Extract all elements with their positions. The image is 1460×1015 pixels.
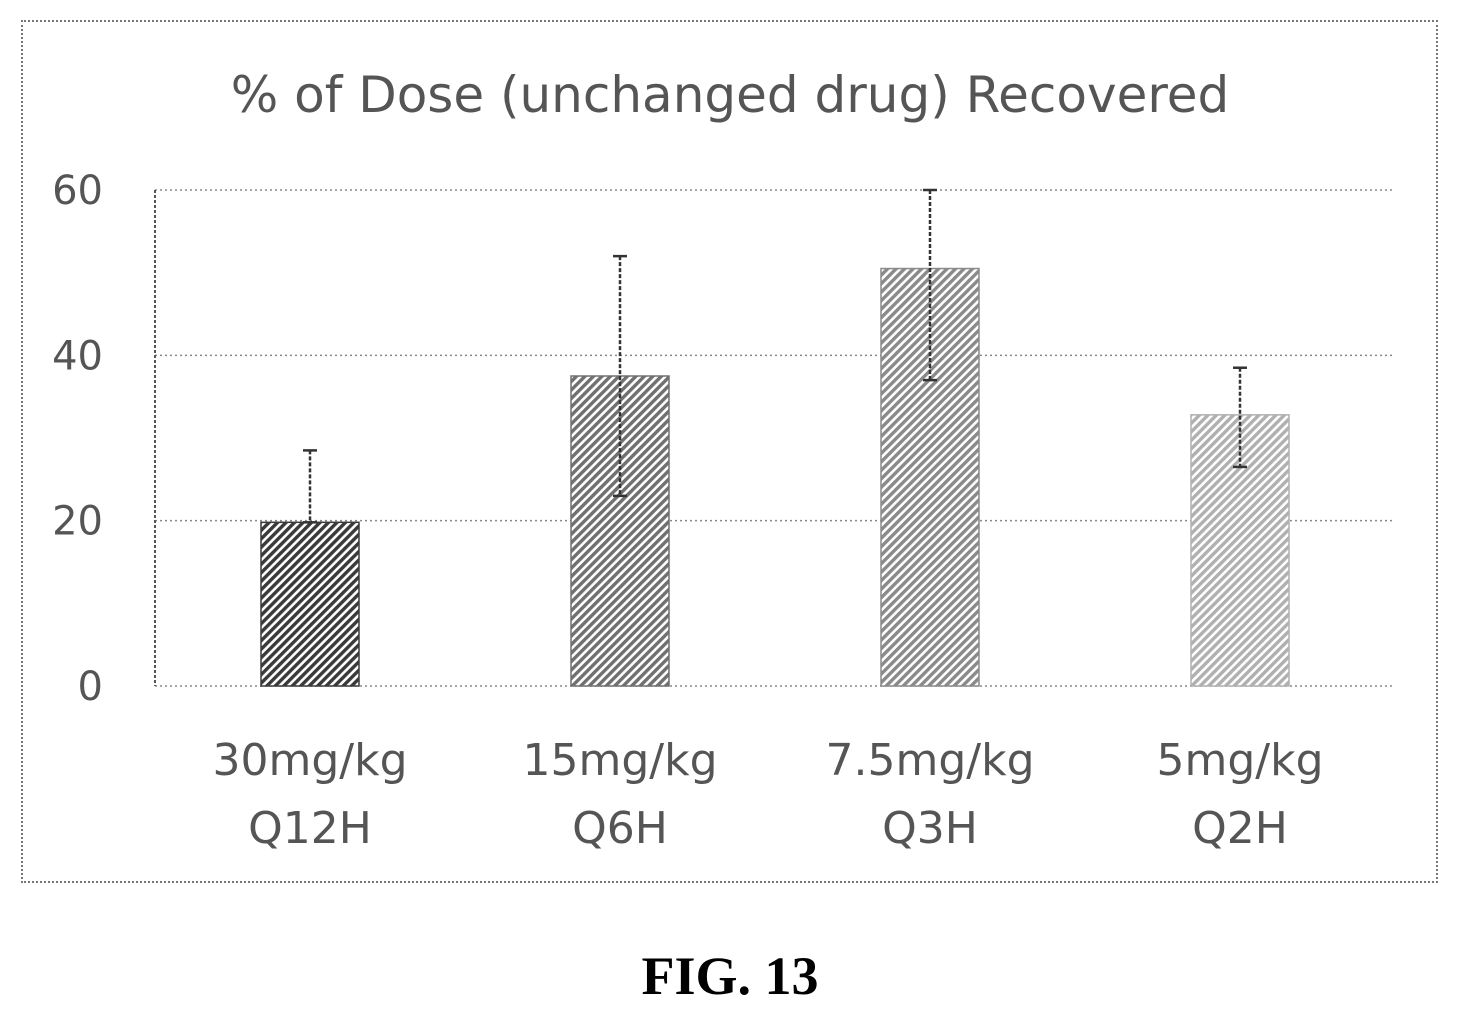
error-bar-layer (303, 188, 1247, 524)
bar-2 (880, 267, 980, 687)
bar-1 (570, 375, 670, 687)
bar-0 (260, 521, 360, 687)
chart-title: % of Dose (unchanged drug) Recovered (231, 66, 1230, 124)
chart-frame (21, 20, 1438, 883)
x-category-label-1-line2: Q6H (572, 803, 668, 854)
grid-layer (155, 189, 1395, 687)
y-tick-label-20: 20 (52, 499, 103, 545)
x-category-label-0-line2: Q12H (248, 803, 372, 854)
x-category-label-1-line1: 15mg/kg (522, 735, 717, 786)
x-category-label-2-line2: Q3H (882, 803, 978, 854)
bar-layer (260, 267, 1290, 687)
figure-caption: FIG. 13 (641, 946, 819, 1006)
x-category-label-3-line1: 5mg/kg (1156, 735, 1323, 786)
bar-chart: % of Dose (unchanged drug) Recovered 0 20… (52, 66, 1395, 854)
x-category-label-2-line1: 7.5mg/kg (826, 735, 1035, 786)
y-tick-label-40: 40 (52, 333, 103, 379)
label-layer: 0 20 40 60 30mg/kg Q12H 15mg/kg Q6H 7.5mg/kg Q3H 5… (52, 168, 1323, 854)
x-category-label-3-line2: Q2H (1192, 803, 1288, 854)
x-category-label-0-line1: 30mg/kg (212, 735, 407, 786)
y-tick-label-0: 0 (78, 664, 103, 710)
y-tick-label-60: 60 (52, 168, 103, 214)
